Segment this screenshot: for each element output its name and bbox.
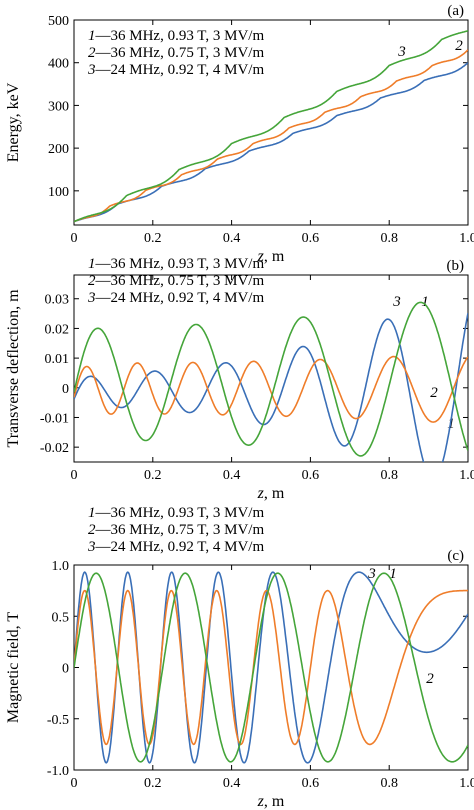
y-tick-label: 100	[48, 185, 69, 200]
series-line-3	[74, 301, 468, 457]
y-tick-label: 400	[48, 57, 69, 72]
x-tick-label: 0.4	[223, 468, 241, 483]
series-line-2	[74, 589, 468, 746]
curve-label-1: 1	[389, 566, 397, 582]
x-tick-label: 0.4	[223, 776, 241, 791]
plot-frame	[73, 19, 469, 226]
legend-entry-3: 3—24 MHz, 0.92 T, 4 MV/m	[87, 290, 264, 306]
x-tick-label: 0.8	[380, 468, 398, 483]
x-tick-label: 0.6	[302, 776, 320, 791]
y-tick-label: 0	[62, 382, 69, 397]
legend-entry-1: 1—36 MHz, 0.93 T, 3 MV/m	[88, 28, 264, 44]
y-tick-label: -1.0	[47, 764, 69, 779]
series-line-1	[74, 62, 468, 223]
x-tick-label: 0.4	[223, 231, 241, 246]
x-tick-label: 0	[71, 468, 78, 483]
y-tick-label: 300	[48, 99, 69, 114]
curve-label-3: 3	[397, 44, 406, 60]
y-axis-label: Energy, keV	[5, 82, 22, 162]
series-line-1	[74, 312, 468, 462]
legend-entry-1: 1—36 MHz, 0.93 T, 3 MV/m	[88, 256, 264, 272]
y-tick-label: 0.01	[45, 352, 70, 367]
plot-frame	[73, 274, 469, 463]
x-tick-label: 1.0	[459, 468, 474, 483]
panel-letter: (a)	[447, 3, 464, 19]
legend-entry-2: 2—36 MHz, 0.75 T, 3 MV/m	[88, 45, 264, 61]
series-line-2	[74, 49, 468, 223]
legend-entry-1: 1—36 MHz, 0.93 T, 3 MV/m	[88, 505, 264, 521]
y-tick-label: 0.02	[45, 322, 70, 337]
panel-b: 0 0.2 0.4 0.6 0.8 1.0 -0.02 -0.01 0 0.01 0.02 0.03 z…	[5, 256, 474, 502]
y-axis-label: Magnetic field, T	[5, 612, 22, 723]
x-tick-label: 1.0	[459, 231, 474, 246]
panel-letter: (c)	[447, 548, 464, 564]
series-line-3	[74, 572, 468, 763]
y-tick-label: -0.5	[47, 713, 69, 728]
curve-label-2: 2	[430, 385, 438, 401]
series-line-2	[74, 355, 468, 423]
curve-label-3: 3	[392, 294, 401, 310]
legend-entry-2: 2—36 MHz, 0.75 T, 3 MV/m	[88, 522, 264, 538]
x-tick-label: 0	[71, 776, 78, 791]
x-tick-label: 0.6	[302, 468, 320, 483]
y-tick-label: 0	[62, 662, 69, 677]
legend-entry-3: 3—24 MHz, 0.92 T, 4 MV/m	[87, 62, 264, 78]
x-tick-label: 0.6	[302, 231, 320, 246]
legend-entry-2: 2—36 MHz, 0.75 T, 3 MV/m	[88, 273, 264, 289]
y-tick-label: 1.0	[52, 559, 70, 574]
x-tick-label: 0.8	[380, 231, 398, 246]
y-tick-label: -0.01	[40, 411, 69, 426]
panel-letter: (b)	[447, 258, 465, 274]
x-tick-label: 0.2	[144, 468, 162, 483]
curve-label-1: 1	[421, 294, 429, 310]
curve-label-3: 3	[367, 566, 376, 582]
y-axis-label: Transverse deflection, m	[5, 289, 22, 448]
x-axis-label: z, m	[257, 248, 285, 265]
series-line-3	[74, 30, 468, 223]
curve-label-2: 2	[426, 671, 434, 687]
curve-label-2: 2	[455, 38, 463, 54]
legend-entry-3: 3—24 MHz, 0.92 T, 4 MV/m	[87, 539, 264, 555]
x-tick-label: 0.8	[380, 776, 398, 791]
x-axis-label: z, m	[257, 793, 285, 810]
x-tick-label: 0	[71, 231, 78, 246]
y-tick-label: 0.03	[45, 293, 70, 308]
y-tick-label: 0.5	[52, 610, 70, 625]
x-tick-label: 0.2	[144, 776, 162, 791]
x-tick-label: 1.0	[459, 776, 474, 791]
y-tick-label: 500	[48, 14, 69, 29]
x-tick-label: 0.2	[144, 231, 162, 246]
panel-c: 0 0.2 0.4 0.6 0.8 1.0 -1.0 -0.5 0 0.5 1.0 z, m Magne…	[5, 505, 474, 810]
y-tick-label: -0.02	[40, 441, 69, 456]
y-tick-label: 200	[48, 142, 69, 157]
x-axis-label: z, m	[257, 485, 285, 502]
